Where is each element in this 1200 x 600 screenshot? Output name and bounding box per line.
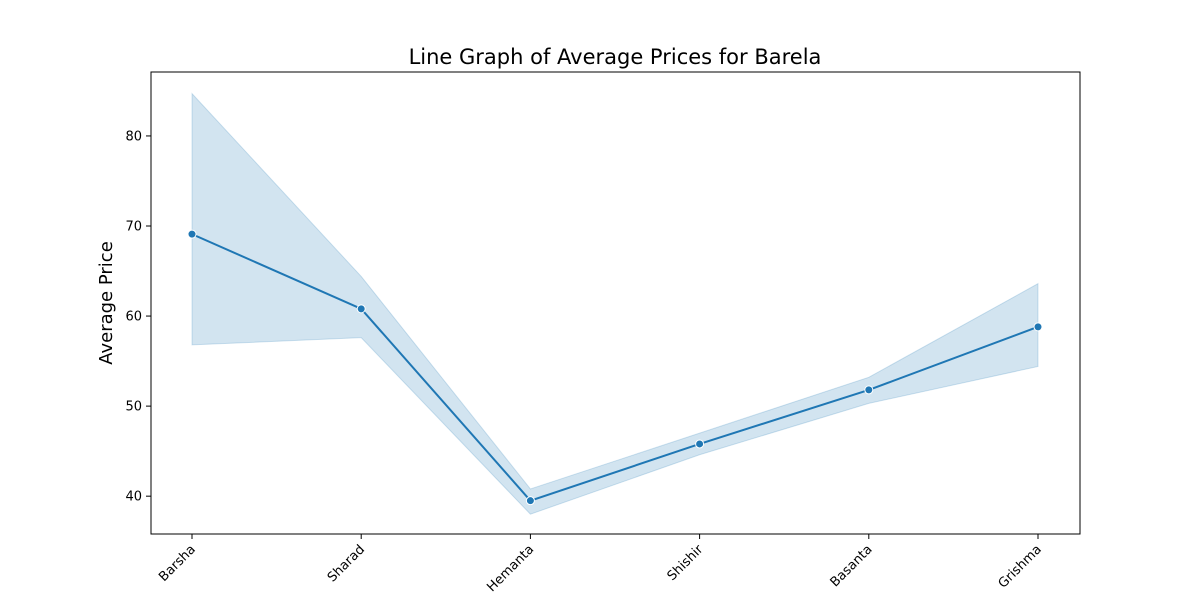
confidence-band (191, 92, 1039, 515)
y-tick-label-40: 40 (125, 490, 142, 505)
plot-frame (150, 71, 1081, 535)
data-point-barsha (187, 229, 197, 239)
data-point-grishma (1033, 322, 1043, 332)
y-tick-label-60: 60 (125, 310, 142, 325)
x-tick-label-hemanta: Hemanta (484, 542, 537, 595)
x-tick-label-sharad: Sharad (325, 542, 368, 585)
y-tick-label-70: 70 (125, 220, 142, 235)
x-tick-label-basanta: Basanta (828, 542, 876, 590)
x-tick-label-grishma: Grishma (996, 542, 1045, 591)
y-axis-label: Average Price (96, 241, 117, 365)
data-point-basanta (864, 385, 874, 395)
plot-area: 40 50 60 70 80 Barsha Sharad Hemanta Shishir Basa… (125, 92, 1045, 595)
chart-title: Line Graph of Average Prices for Barela (409, 45, 822, 69)
x-tick-label-shishir: Shishir (665, 542, 707, 584)
y-tick-label-50: 50 (125, 400, 142, 415)
series-line (191, 233, 1039, 502)
x-tick-label-barsha: Barsha (156, 542, 199, 585)
data-point-shishir (695, 439, 705, 449)
data-point-hemanta (525, 496, 535, 506)
y-tick-label-80: 80 (125, 129, 142, 144)
data-point-sharad (356, 304, 366, 314)
